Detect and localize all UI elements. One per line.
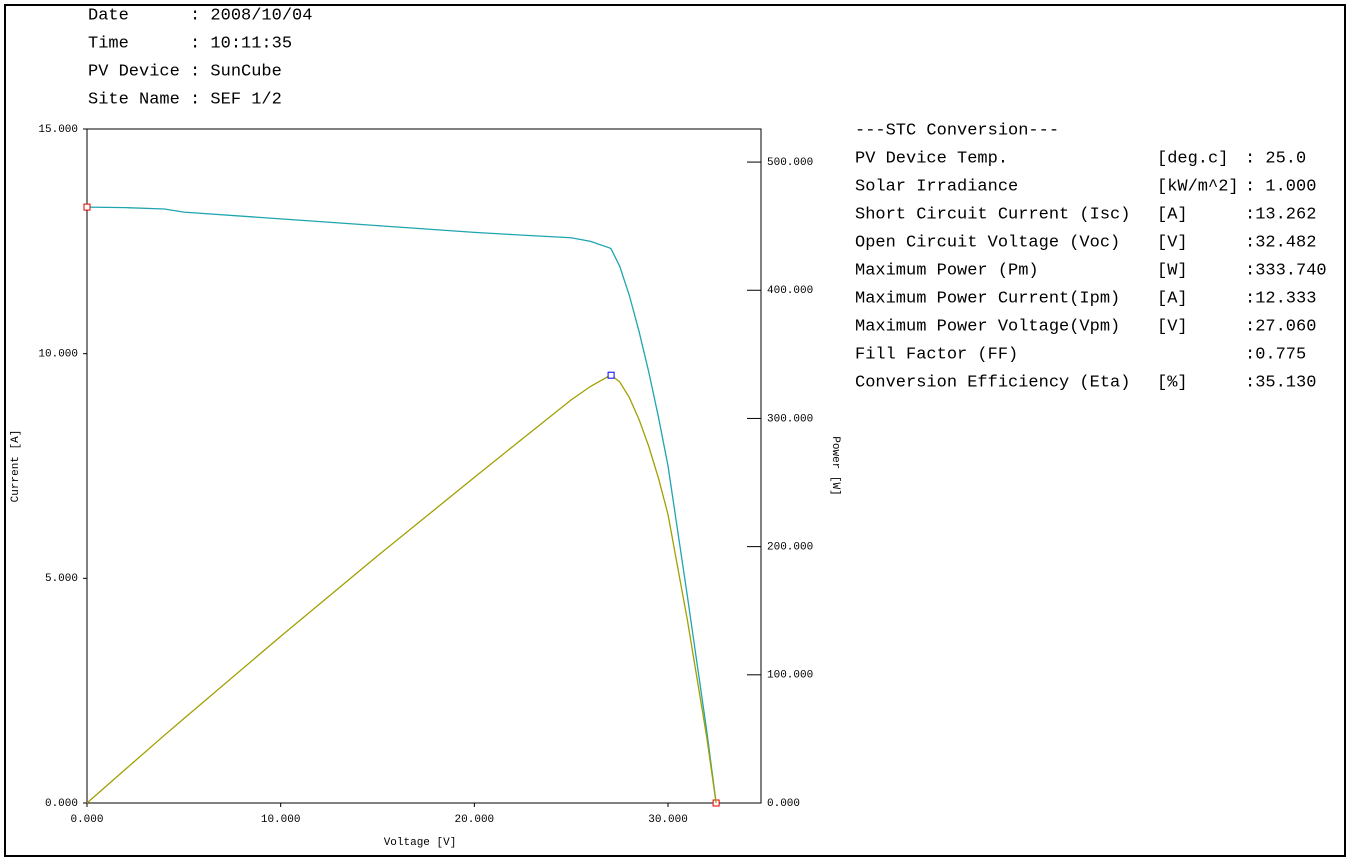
row-unit: [%] [1157,373,1188,392]
y-axis-title: Current [A] [10,430,22,503]
y2-tick-label: 300.000 [767,413,813,425]
window-frame [4,4,1346,857]
row-value: : 1.000 [1245,177,1316,196]
row-value: :12.333 [1245,289,1316,308]
y2-tick-label: 0.000 [767,798,800,810]
y-tick-label: 5.000 [45,573,78,585]
header-line: PV Device : SunCube [88,62,282,81]
point-marker [83,203,91,211]
header-line: Time : 10:11:35 [88,34,292,53]
row-label: Short Circuit Current (Isc) [855,205,1130,224]
row-label: Conversion Efficiency (Eta) [855,373,1130,392]
x-tick-label: 20.000 [455,814,495,826]
row-label: Fill Factor (FF) [855,345,1018,364]
row-label: Maximum Power (Pm) [855,261,1039,280]
row-value: :35.130 [1245,373,1316,392]
y-tick-label: 10.000 [38,349,78,361]
y-tick-label: 0.000 [45,798,78,810]
x-tick-label: 30.000 [648,814,688,826]
row-label: Maximum Power Voltage(Vpm) [855,317,1120,336]
y2-tick-label: 500.000 [767,157,813,169]
row-label: PV Device Temp. [855,149,1008,168]
row-unit: [V] [1157,233,1188,252]
row-value: :32.482 [1245,233,1316,252]
y2-tick-label: 100.000 [767,670,813,682]
row-value: : 25.0 [1245,149,1306,168]
row-unit: [V] [1157,317,1188,336]
row-label: Maximum Power Current(Ipm) [855,289,1120,308]
x-axis-title: Voltage [V] [384,837,457,849]
plot-area [86,128,762,804]
row-label: Solar Irradiance [855,177,1018,196]
y2-axis-title: Power [W] [829,436,841,495]
row-value: :13.262 [1245,205,1316,224]
row-label: Open Circuit Voltage (Voc) [855,233,1120,252]
header-line: Site Name : SEF 1/2 [88,90,282,109]
y2-tick-label: 200.000 [767,542,813,554]
x-tick-label: 10.000 [261,814,301,826]
curve [86,206,717,804]
row-value: :27.060 [1245,317,1316,336]
x-tick-label: 0.000 [70,814,103,826]
row-value: :0.775 [1245,345,1306,364]
row-unit: [kW/m^2] [1157,177,1239,196]
row-unit: [deg.c] [1157,149,1228,168]
row-unit: [A] [1157,205,1188,224]
table-title: ---STC Conversion--- [855,121,1059,140]
y-tick-label: 15.000 [38,124,78,136]
header-line: Date : 2008/10/04 [88,6,312,25]
row-unit: [W] [1157,261,1188,280]
curve [86,374,717,804]
y2-tick-label: 400.000 [767,285,813,297]
row-unit: [A] [1157,289,1188,308]
point-marker [607,371,615,379]
row-value: :333.740 [1245,261,1327,280]
